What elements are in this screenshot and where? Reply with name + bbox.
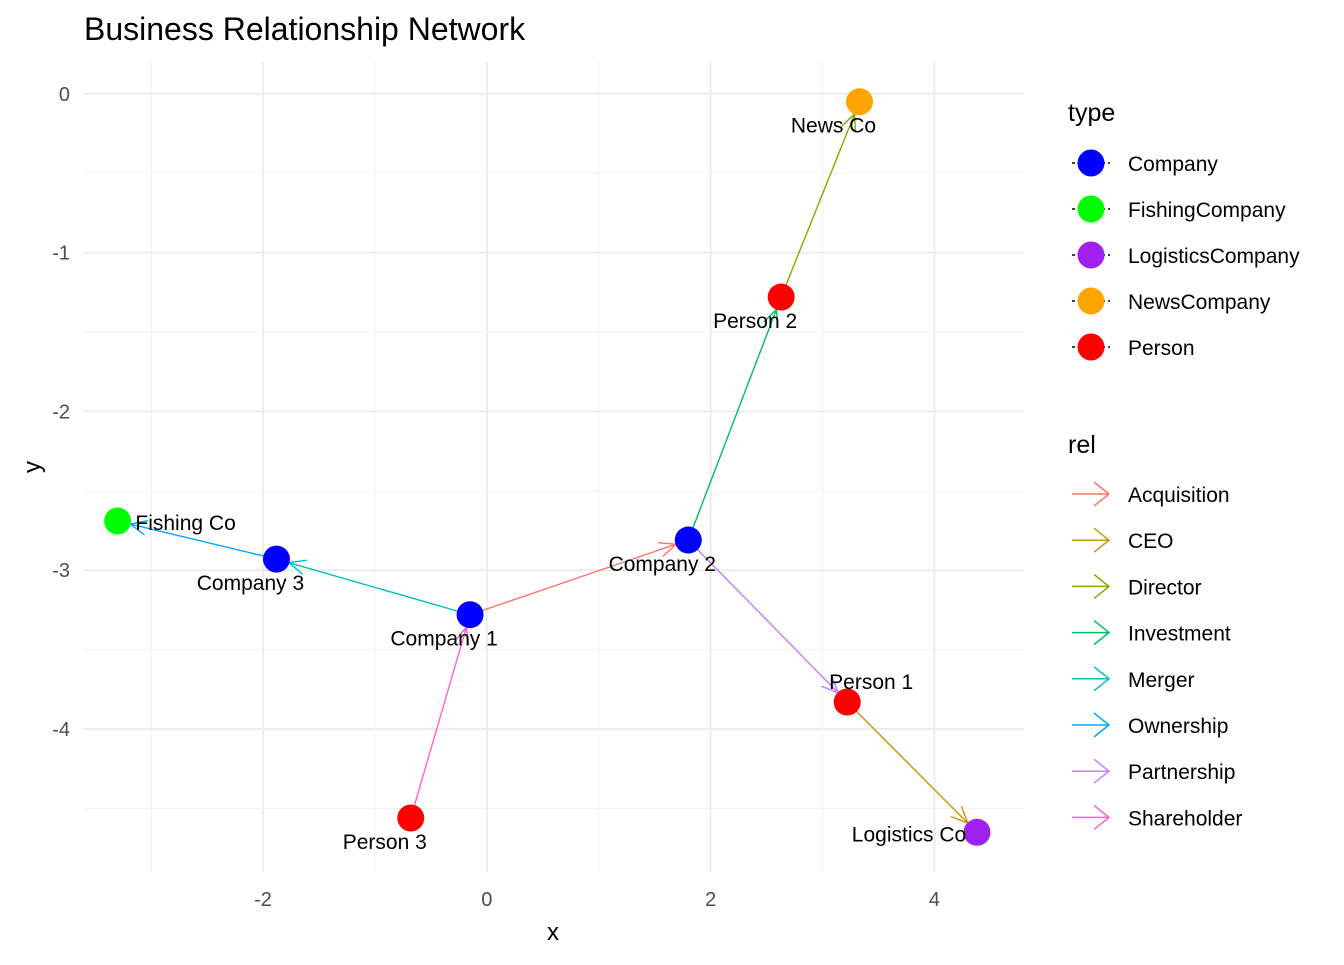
axis-layer: -2 0 2 4 0 -1 -2 -3 -4 (52, 84, 940, 911)
svg-text:FishingCompany: FishingCompany (1128, 199, 1286, 222)
legend-rel-entry: Investment (1072, 621, 1231, 646)
node-label-person2: Person 2 (713, 310, 797, 333)
x-tick-label: 4 (929, 889, 940, 911)
x-tick-label: 2 (705, 889, 716, 911)
legend-rel-title: rel (1068, 431, 1096, 459)
edge-company1-company3 (289, 560, 458, 611)
chart-title: Business Relationship Network (84, 11, 526, 47)
legend-rel-entry: Shareholder (1072, 805, 1242, 830)
y-tick-label: -1 (52, 243, 70, 265)
edge-person2-newsco (786, 114, 855, 285)
legend-type-title: type (1068, 99, 1115, 127)
node-person2 (768, 284, 795, 311)
node-layer (104, 88, 990, 846)
node-label-logisticsco: Logistics Co (852, 823, 966, 846)
y-tick-label: -2 (52, 401, 70, 423)
y-tick-label: 0 (59, 84, 70, 106)
svg-text:CEO: CEO (1128, 530, 1174, 553)
node-newsco (846, 88, 873, 115)
node-company2 (675, 527, 702, 554)
edge-person1-logisticsco (856, 711, 967, 823)
node-company1 (457, 601, 484, 628)
legend-rel-entry: CEO (1072, 528, 1174, 553)
x-tick-label: -2 (254, 889, 272, 911)
edge-layer (130, 114, 968, 823)
grid-layer (84, 62, 1024, 872)
legend-type-entry: NewsCompany (1072, 288, 1271, 315)
x-tick-label: 0 (481, 889, 492, 911)
svg-text:NewsCompany: NewsCompany (1128, 291, 1271, 314)
legend-rel-entry: Merger (1072, 667, 1195, 692)
node-label-company1: Company 1 (390, 628, 497, 651)
legend-rel-entry: Partnership (1072, 759, 1235, 784)
y-tick-label: -4 (52, 719, 70, 741)
svg-text:Ownership: Ownership (1128, 715, 1228, 738)
node-label-company3: Company 3 (197, 572, 304, 595)
legend-rel-entry: Director (1072, 574, 1202, 599)
svg-text:Person: Person (1128, 337, 1195, 360)
y-axis-label: y (19, 461, 46, 473)
svg-text:LogisticsCompany: LogisticsCompany (1128, 245, 1300, 268)
svg-text:Investment: Investment (1128, 623, 1231, 646)
legend-type-entry: Company (1072, 150, 1218, 177)
legend-type-entry: Person (1072, 334, 1195, 361)
legend-rel-entry: Acquisition (1072, 482, 1230, 507)
legend-layer: type Company FishingCompany LogisticsCompan… (1068, 99, 1300, 830)
edge-person3-company1 (414, 627, 468, 805)
node-fishingco (104, 508, 131, 535)
node-label-person1: Person 1 (829, 671, 913, 694)
node-label-person3: Person 3 (343, 831, 427, 854)
node-label-fishingco: Fishing Co (135, 512, 235, 535)
node-label-layer: Company 1 Company 2 Company 3 Fishing Co New… (135, 115, 966, 854)
svg-text:Merger: Merger (1128, 669, 1195, 692)
svg-text:Partnership: Partnership (1128, 761, 1235, 784)
legend-type-entry: FishingCompany (1072, 196, 1286, 223)
svg-text:Company: Company (1128, 153, 1218, 176)
svg-text:Acquisition: Acquisition (1128, 484, 1230, 507)
node-label-newsco: News Co (791, 115, 876, 138)
node-person3 (397, 805, 424, 832)
x-axis-label: x (547, 919, 559, 946)
y-tick-label: -3 (52, 560, 70, 582)
node-label-company2: Company 2 (609, 553, 716, 576)
node-company3 (263, 546, 290, 573)
legend-rel-entry: Ownership (1072, 713, 1228, 738)
legend-type-entry: LogisticsCompany (1072, 242, 1300, 269)
edge-company2-person2 (693, 309, 778, 528)
svg-text:Shareholder: Shareholder (1128, 807, 1242, 830)
svg-text:Director: Director (1128, 576, 1202, 599)
node-logisticsco (964, 819, 991, 846)
